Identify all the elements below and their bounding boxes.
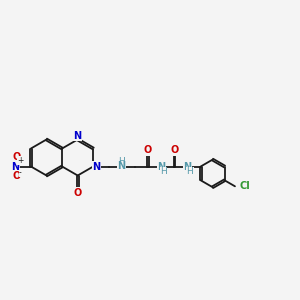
Text: Cl: Cl	[239, 181, 250, 191]
Text: N: N	[117, 161, 125, 171]
Text: O: O	[170, 145, 178, 155]
Text: O: O	[144, 145, 152, 155]
Text: O: O	[74, 188, 82, 198]
Text: H: H	[187, 167, 193, 176]
Text: -: -	[19, 168, 22, 177]
Text: N: N	[157, 162, 165, 172]
Text: H: H	[118, 157, 125, 166]
Text: H: H	[160, 167, 167, 176]
Text: O: O	[12, 152, 20, 162]
Text: +: +	[17, 156, 24, 165]
Text: N: N	[92, 161, 100, 172]
Text: N: N	[183, 162, 191, 172]
Text: N: N	[74, 130, 82, 141]
Text: N: N	[11, 161, 20, 172]
Text: O: O	[12, 171, 20, 181]
